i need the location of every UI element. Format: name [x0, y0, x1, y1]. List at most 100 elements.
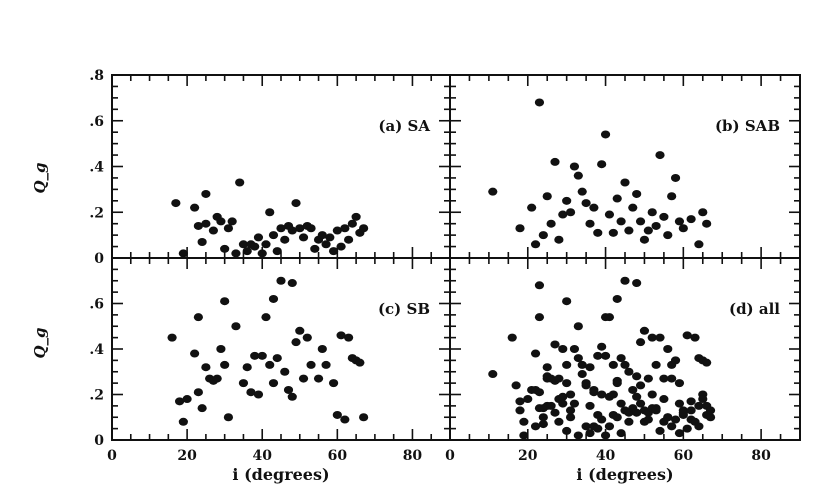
data-point — [261, 240, 271, 249]
data-point — [558, 392, 568, 401]
data-point — [698, 208, 708, 217]
data-point — [280, 235, 290, 244]
data-point — [597, 160, 607, 169]
data-point — [686, 215, 696, 224]
data-point — [546, 219, 556, 228]
data-point — [538, 413, 548, 422]
data-point — [265, 360, 275, 369]
data-point — [589, 388, 599, 397]
data-point — [558, 345, 568, 353]
data-point — [216, 345, 226, 353]
data-point — [190, 203, 200, 212]
data-point — [632, 392, 642, 401]
data-point — [317, 231, 327, 240]
data-point — [682, 424, 692, 433]
data-point — [272, 247, 282, 256]
data-point — [542, 192, 552, 201]
data-point — [344, 333, 354, 342]
data-point — [336, 242, 346, 251]
data-point — [659, 395, 669, 404]
data-point — [550, 157, 560, 166]
data-point — [238, 240, 249, 249]
data-point — [538, 231, 548, 240]
data-point — [201, 189, 211, 198]
data-point — [663, 345, 673, 353]
data-point — [340, 224, 350, 233]
data-point — [565, 390, 576, 399]
data-point — [593, 228, 603, 237]
data-point — [298, 374, 309, 383]
data-point — [515, 224, 525, 233]
data-point — [253, 233, 264, 242]
x-tick-label: 20 — [177, 448, 197, 464]
data-point — [321, 360, 331, 369]
data-point — [250, 242, 260, 251]
data-point — [600, 351, 611, 360]
y-tick-label: .2 — [89, 205, 104, 221]
data-point — [562, 196, 572, 205]
data-point — [257, 351, 267, 360]
data-point — [257, 249, 267, 258]
data-point — [573, 354, 583, 363]
data-point — [511, 381, 521, 390]
data-point — [193, 221, 203, 230]
data-point — [635, 338, 646, 347]
x-tick-label: 60 — [328, 448, 348, 464]
data-point — [597, 415, 607, 424]
data-point — [542, 363, 552, 372]
data-point — [643, 226, 653, 235]
data-point — [573, 171, 583, 180]
data-point — [550, 340, 560, 349]
data-point — [608, 360, 618, 369]
data-point — [328, 379, 339, 388]
y-tick-label: .6 — [89, 297, 104, 313]
data-point — [593, 351, 603, 360]
data-point — [643, 415, 653, 424]
data-point — [246, 388, 256, 397]
data-point — [325, 233, 335, 242]
data-point — [182, 395, 192, 404]
data-point — [295, 326, 305, 335]
data-point — [655, 426, 665, 435]
x-tick-label: 20 — [518, 448, 538, 464]
data-point — [562, 360, 572, 369]
data-point — [655, 151, 665, 160]
data-point — [193, 313, 203, 322]
data-point — [577, 360, 587, 369]
data-point — [242, 247, 252, 256]
panel-label: (d) all — [729, 300, 780, 318]
data-point — [581, 422, 591, 431]
data-point — [201, 363, 211, 372]
y-tick-label: 0 — [94, 433, 104, 449]
x-tick-label: 40 — [252, 448, 272, 464]
data-point — [515, 397, 525, 406]
data-point — [193, 388, 203, 397]
data-point — [220, 297, 230, 306]
data-point — [201, 219, 211, 228]
data-point — [639, 326, 650, 335]
data-point — [647, 333, 657, 342]
data-point — [702, 358, 712, 367]
data-point — [227, 217, 237, 226]
data-point — [507, 333, 517, 342]
data-point — [616, 354, 626, 363]
data-point — [651, 360, 661, 369]
data-point — [670, 173, 681, 182]
data-point — [651, 221, 661, 230]
panel-label: (a) SA — [378, 117, 430, 135]
data-point — [355, 358, 365, 367]
data-point — [515, 406, 525, 415]
y-tick-label: 0 — [94, 251, 104, 267]
data-point — [682, 331, 692, 340]
panel-3: 0 20 40 60 80 (d) all i (degrees) — [445, 257, 801, 484]
data-point — [351, 212, 361, 221]
data-point — [632, 279, 642, 288]
data-point — [359, 224, 369, 233]
data-point — [690, 333, 700, 342]
data-point — [585, 401, 595, 410]
data-point — [674, 379, 685, 388]
data-point — [585, 363, 595, 372]
data-point — [283, 385, 294, 394]
panel-label: (b) SAB — [715, 117, 780, 135]
